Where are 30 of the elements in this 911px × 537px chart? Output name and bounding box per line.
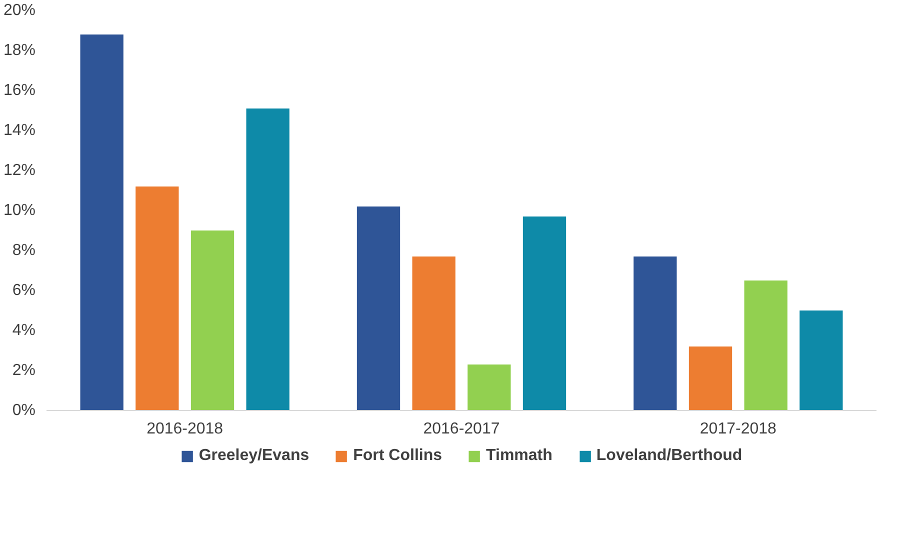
bar [522, 216, 566, 410]
x-tick-label: 2016-2017 [423, 420, 500, 438]
y-tick-label: 12% [3, 162, 36, 179]
legend-label: Loveland/Berthoud [596, 447, 742, 465]
x-tick-label: 2017-2018 [700, 420, 777, 438]
bar [800, 310, 843, 410]
bar [634, 256, 677, 410]
bar [190, 230, 234, 410]
y-tick-label: 8% [12, 242, 36, 259]
legend-label: Greeley/Evans [198, 447, 310, 465]
bar [468, 364, 511, 410]
legend-label: Fort Collins [353, 447, 442, 465]
bar [744, 280, 788, 410]
y-tick-label: 0% [12, 402, 36, 419]
y-tick-label: 4% [12, 322, 36, 339]
y-tick-label: 20% [3, 2, 36, 19]
y-tick-label: 16% [3, 82, 36, 99]
bar [80, 34, 124, 410]
y-tick-label: 6% [12, 282, 36, 299]
bar [412, 256, 456, 410]
y-tick-label: 2% [12, 362, 36, 379]
bar [246, 108, 290, 410]
y-tick-label: 10% [3, 202, 36, 219]
y-tick-label: 18% [3, 42, 36, 59]
y-tick-label: 14% [3, 122, 36, 139]
bar [688, 346, 732, 410]
x-tick-label: 2016-2018 [146, 420, 224, 438]
legend-label: Timmath [486, 447, 552, 465]
bar [356, 206, 400, 410]
bar [136, 186, 179, 410]
